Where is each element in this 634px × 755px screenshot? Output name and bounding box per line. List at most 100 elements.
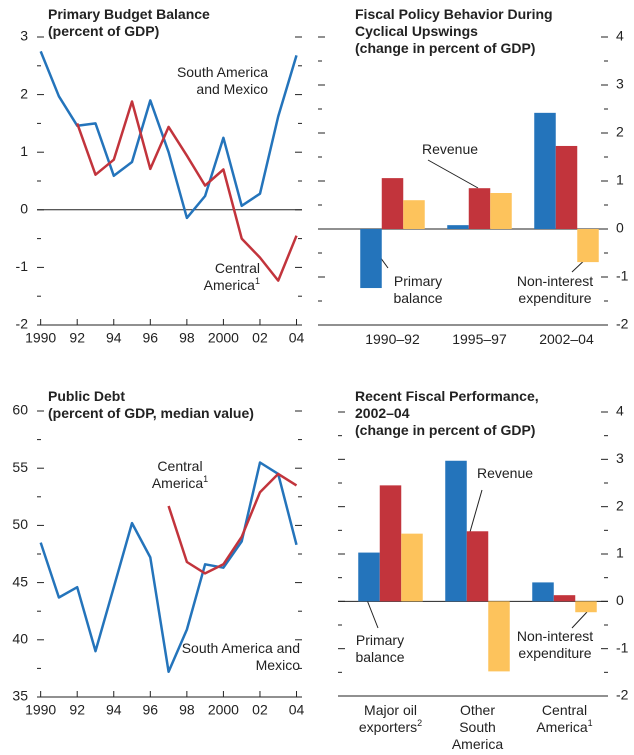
y-tick-label: 40 bbox=[12, 631, 28, 647]
chart-title-text: Recent Fiscal Performance, 2002–04 bbox=[355, 388, 539, 421]
x-tick-label-text: 1990–92 bbox=[365, 331, 420, 347]
chart-subtitle: (percent of GDP, median value) bbox=[48, 405, 254, 421]
chart-title: Fiscal Policy Behavior During Cyclical U… bbox=[355, 6, 585, 57]
series-label-text: South America and Mexico bbox=[176, 64, 268, 97]
y-tick-label: -2 bbox=[616, 316, 629, 332]
x-tick-label: 94 bbox=[106, 702, 122, 718]
y-tick-label: 2 bbox=[20, 85, 28, 101]
x-tick-label-text: Major oil exporters bbox=[358, 702, 418, 735]
y-tick-label: 45 bbox=[12, 573, 28, 589]
y-tick-label: 1 bbox=[616, 545, 624, 561]
y-tick-label: 60 bbox=[12, 402, 28, 418]
x-tick-label: 98 bbox=[179, 702, 195, 718]
x-tick-label: 96 bbox=[143, 702, 159, 718]
x-tick-label-text: 2002–04 bbox=[539, 331, 594, 347]
bar bbox=[488, 601, 510, 672]
footnote-marker: 1 bbox=[203, 474, 209, 484]
series-label-text: Revenue bbox=[421, 141, 479, 157]
bar bbox=[447, 225, 469, 229]
x-tick-label: 02 bbox=[252, 330, 268, 346]
series-label-text: South America and Mexico bbox=[181, 640, 300, 673]
bar bbox=[490, 193, 512, 229]
bar bbox=[553, 595, 576, 602]
series-label: Revenue bbox=[410, 141, 490, 158]
y-tick-label: 1 bbox=[616, 172, 624, 188]
series-label: Non-interest expenditure bbox=[500, 273, 610, 307]
x-tick-label: 92 bbox=[69, 330, 85, 346]
x-tick-label: Central America1 bbox=[532, 702, 598, 736]
y-tick-label: 1 bbox=[20, 143, 28, 159]
x-tick-label: 04 bbox=[289, 330, 305, 346]
bar bbox=[575, 601, 597, 613]
series-label: Revenue bbox=[465, 465, 545, 482]
y-tick-label: 2 bbox=[616, 497, 624, 513]
x-tick-label: 2000 bbox=[208, 330, 239, 346]
y-tick-label: 35 bbox=[12, 688, 28, 704]
series-label-text: Central America bbox=[203, 260, 260, 293]
bar bbox=[577, 229, 599, 263]
bar bbox=[468, 188, 491, 229]
y-tick-label: -2 bbox=[616, 687, 629, 703]
x-tick-label: Major oil exporters2 bbox=[358, 702, 424, 736]
bar bbox=[466, 531, 489, 602]
leader-line bbox=[571, 611, 588, 629]
x-tick-label: 92 bbox=[69, 702, 85, 718]
series-label: Primary balance bbox=[370, 273, 466, 307]
series-label-text: Central America bbox=[151, 458, 204, 491]
bar bbox=[360, 229, 382, 289]
x-tick-label: 02 bbox=[252, 702, 268, 718]
leader-line bbox=[427, 159, 479, 189]
footnote-marker: 1 bbox=[254, 276, 260, 286]
footnote-marker: 1 bbox=[587, 718, 593, 728]
series-label-text: Non-interest expenditure bbox=[516, 628, 594, 661]
x-tick-label-text: Other South America bbox=[451, 702, 504, 752]
x-tick-label: 98 bbox=[179, 330, 195, 346]
chart-title-text: Fiscal Policy Behavior During Cyclical U… bbox=[355, 6, 553, 39]
chart-subtitle: (percent of GDP) bbox=[48, 23, 160, 39]
y-tick-label: -1 bbox=[16, 258, 29, 274]
bar bbox=[379, 485, 402, 602]
series-label: Non-interest expenditure bbox=[500, 628, 610, 662]
bar bbox=[532, 582, 554, 602]
bar bbox=[403, 200, 425, 229]
chart-title: Recent Fiscal Performance, 2002–04 (chang… bbox=[355, 388, 545, 439]
y-tick-label: 55 bbox=[12, 459, 28, 475]
bar bbox=[358, 552, 380, 602]
x-tick-label: 96 bbox=[143, 330, 159, 346]
y-tick-label: 4 bbox=[616, 403, 624, 419]
bar bbox=[401, 533, 423, 602]
bar bbox=[445, 460, 467, 602]
chart-title: Primary Budget Balance (percent of GDP) bbox=[48, 6, 298, 40]
footnote-marker: 2 bbox=[417, 718, 423, 728]
y-tick-label: 0 bbox=[616, 592, 624, 608]
series-line bbox=[76, 100, 298, 282]
series-line bbox=[39, 50, 298, 220]
series-label: Primary balance bbox=[332, 632, 428, 666]
chart-title-text: Public Debt bbox=[48, 388, 126, 404]
series-label: South America and Mexico bbox=[150, 640, 300, 674]
bar bbox=[381, 178, 404, 229]
y-tick-label: 4 bbox=[616, 28, 624, 44]
x-tick-label: 94 bbox=[106, 330, 122, 346]
y-tick-label: -1 bbox=[616, 268, 629, 284]
series-line bbox=[39, 461, 298, 674]
chart-subtitle: (change in percent of GDP) bbox=[355, 40, 536, 56]
y-tick-label: 0 bbox=[616, 220, 624, 236]
y-tick-label: 0 bbox=[20, 201, 28, 217]
y-tick-label: 50 bbox=[12, 516, 28, 532]
y-tick-label: -2 bbox=[16, 316, 29, 332]
series-label: Central America1 bbox=[140, 458, 220, 492]
bar bbox=[534, 112, 556, 229]
series-label-text: Primary balance bbox=[393, 273, 443, 306]
x-tick-label: 1995–97 bbox=[440, 331, 520, 348]
x-tick-label: 2000 bbox=[208, 702, 239, 718]
chart-subtitle: (change in percent of GDP) bbox=[355, 422, 536, 438]
x-tick-label: 04 bbox=[289, 702, 305, 718]
leader-line bbox=[366, 599, 379, 629]
leader-line bbox=[469, 489, 483, 533]
series-label: Central America1 bbox=[170, 260, 260, 294]
y-tick-label: 3 bbox=[20, 28, 28, 44]
y-tick-label: 3 bbox=[616, 76, 624, 92]
